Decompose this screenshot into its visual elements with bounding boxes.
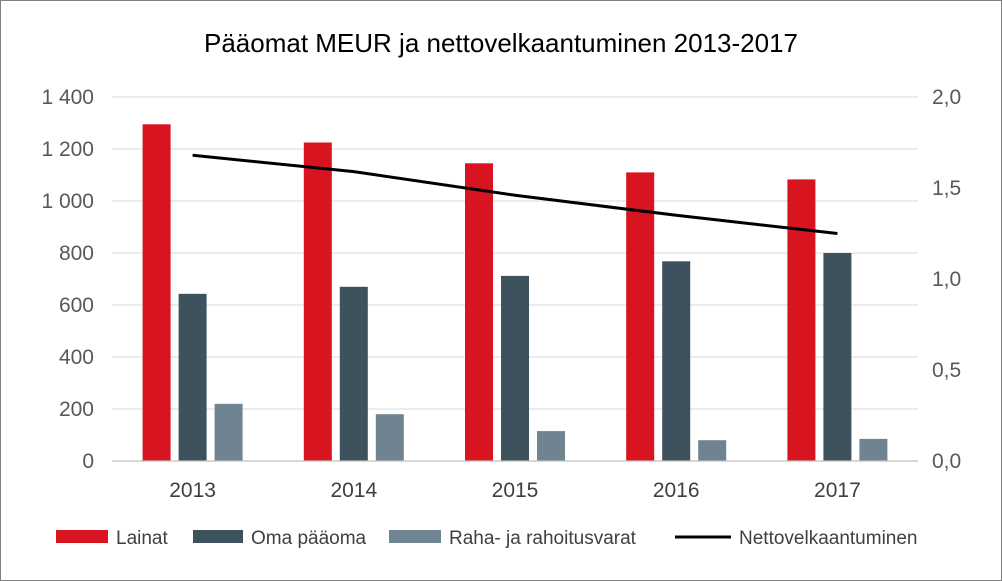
series-line xyxy=(192,153,838,235)
x-tick-label: 2014 xyxy=(330,479,377,502)
bar xyxy=(859,438,888,461)
axes: 0 200 400 600 800 1 000 1 200 1 400 0,0 0,5 1,0 1,5… xyxy=(41,86,961,502)
bar xyxy=(698,440,727,461)
bar xyxy=(823,253,852,461)
y-right-tick-label: 1,5 xyxy=(932,177,961,200)
bar xyxy=(537,431,565,461)
y-left-tick-label: 0 xyxy=(82,450,94,473)
legend: Lainat Oma pääoma Raha- ja rahoitusvarat Ne… xyxy=(56,528,918,549)
bar xyxy=(465,163,493,462)
bar xyxy=(178,293,207,461)
x-tick-label: 2013 xyxy=(169,479,216,502)
legend-label: Raha- ja rahoitusvarat xyxy=(449,528,637,549)
y-left-tick-label: 1 200 xyxy=(41,138,94,161)
y-right-tick-label: 1,0 xyxy=(932,268,961,291)
legend-swatch xyxy=(193,530,243,543)
bar xyxy=(339,286,368,461)
bar xyxy=(501,275,529,461)
y-left-tick-label: 600 xyxy=(59,294,94,317)
bar xyxy=(303,142,332,461)
y-right-tick-label: 0,0 xyxy=(932,450,961,473)
x-tick-label: 2015 xyxy=(492,479,539,502)
x-tick-label: 2017 xyxy=(814,479,861,502)
bar xyxy=(375,414,404,461)
y-right-tick-label: 0,5 xyxy=(932,359,961,382)
y-left-tick-label: 200 xyxy=(59,398,94,421)
bar xyxy=(142,124,171,462)
legend-swatch xyxy=(389,530,441,543)
line-series xyxy=(192,153,838,235)
x-tick-label: 2016 xyxy=(653,479,700,502)
y-left-tick-label: 400 xyxy=(59,346,94,369)
legend-swatch xyxy=(56,530,108,543)
bar xyxy=(214,403,243,461)
gridlines xyxy=(112,96,918,410)
bar xyxy=(787,179,816,462)
bars xyxy=(142,124,888,462)
y-left-tick-label: 1 400 xyxy=(41,86,94,109)
y-left-tick-label: 1 000 xyxy=(41,190,94,213)
legend-label: Nettovelkaantuminen xyxy=(739,528,918,549)
legend-label: Lainat xyxy=(116,528,168,549)
bar xyxy=(662,261,691,461)
bar xyxy=(626,172,655,461)
y-left-tick-label: 800 xyxy=(59,242,94,265)
y-right-tick-label: 2,0 xyxy=(932,86,961,109)
legend-label: Oma pääoma xyxy=(251,528,367,549)
chart-title: Pääomat MEUR ja nettovelkaantuminen 2013… xyxy=(204,28,798,58)
